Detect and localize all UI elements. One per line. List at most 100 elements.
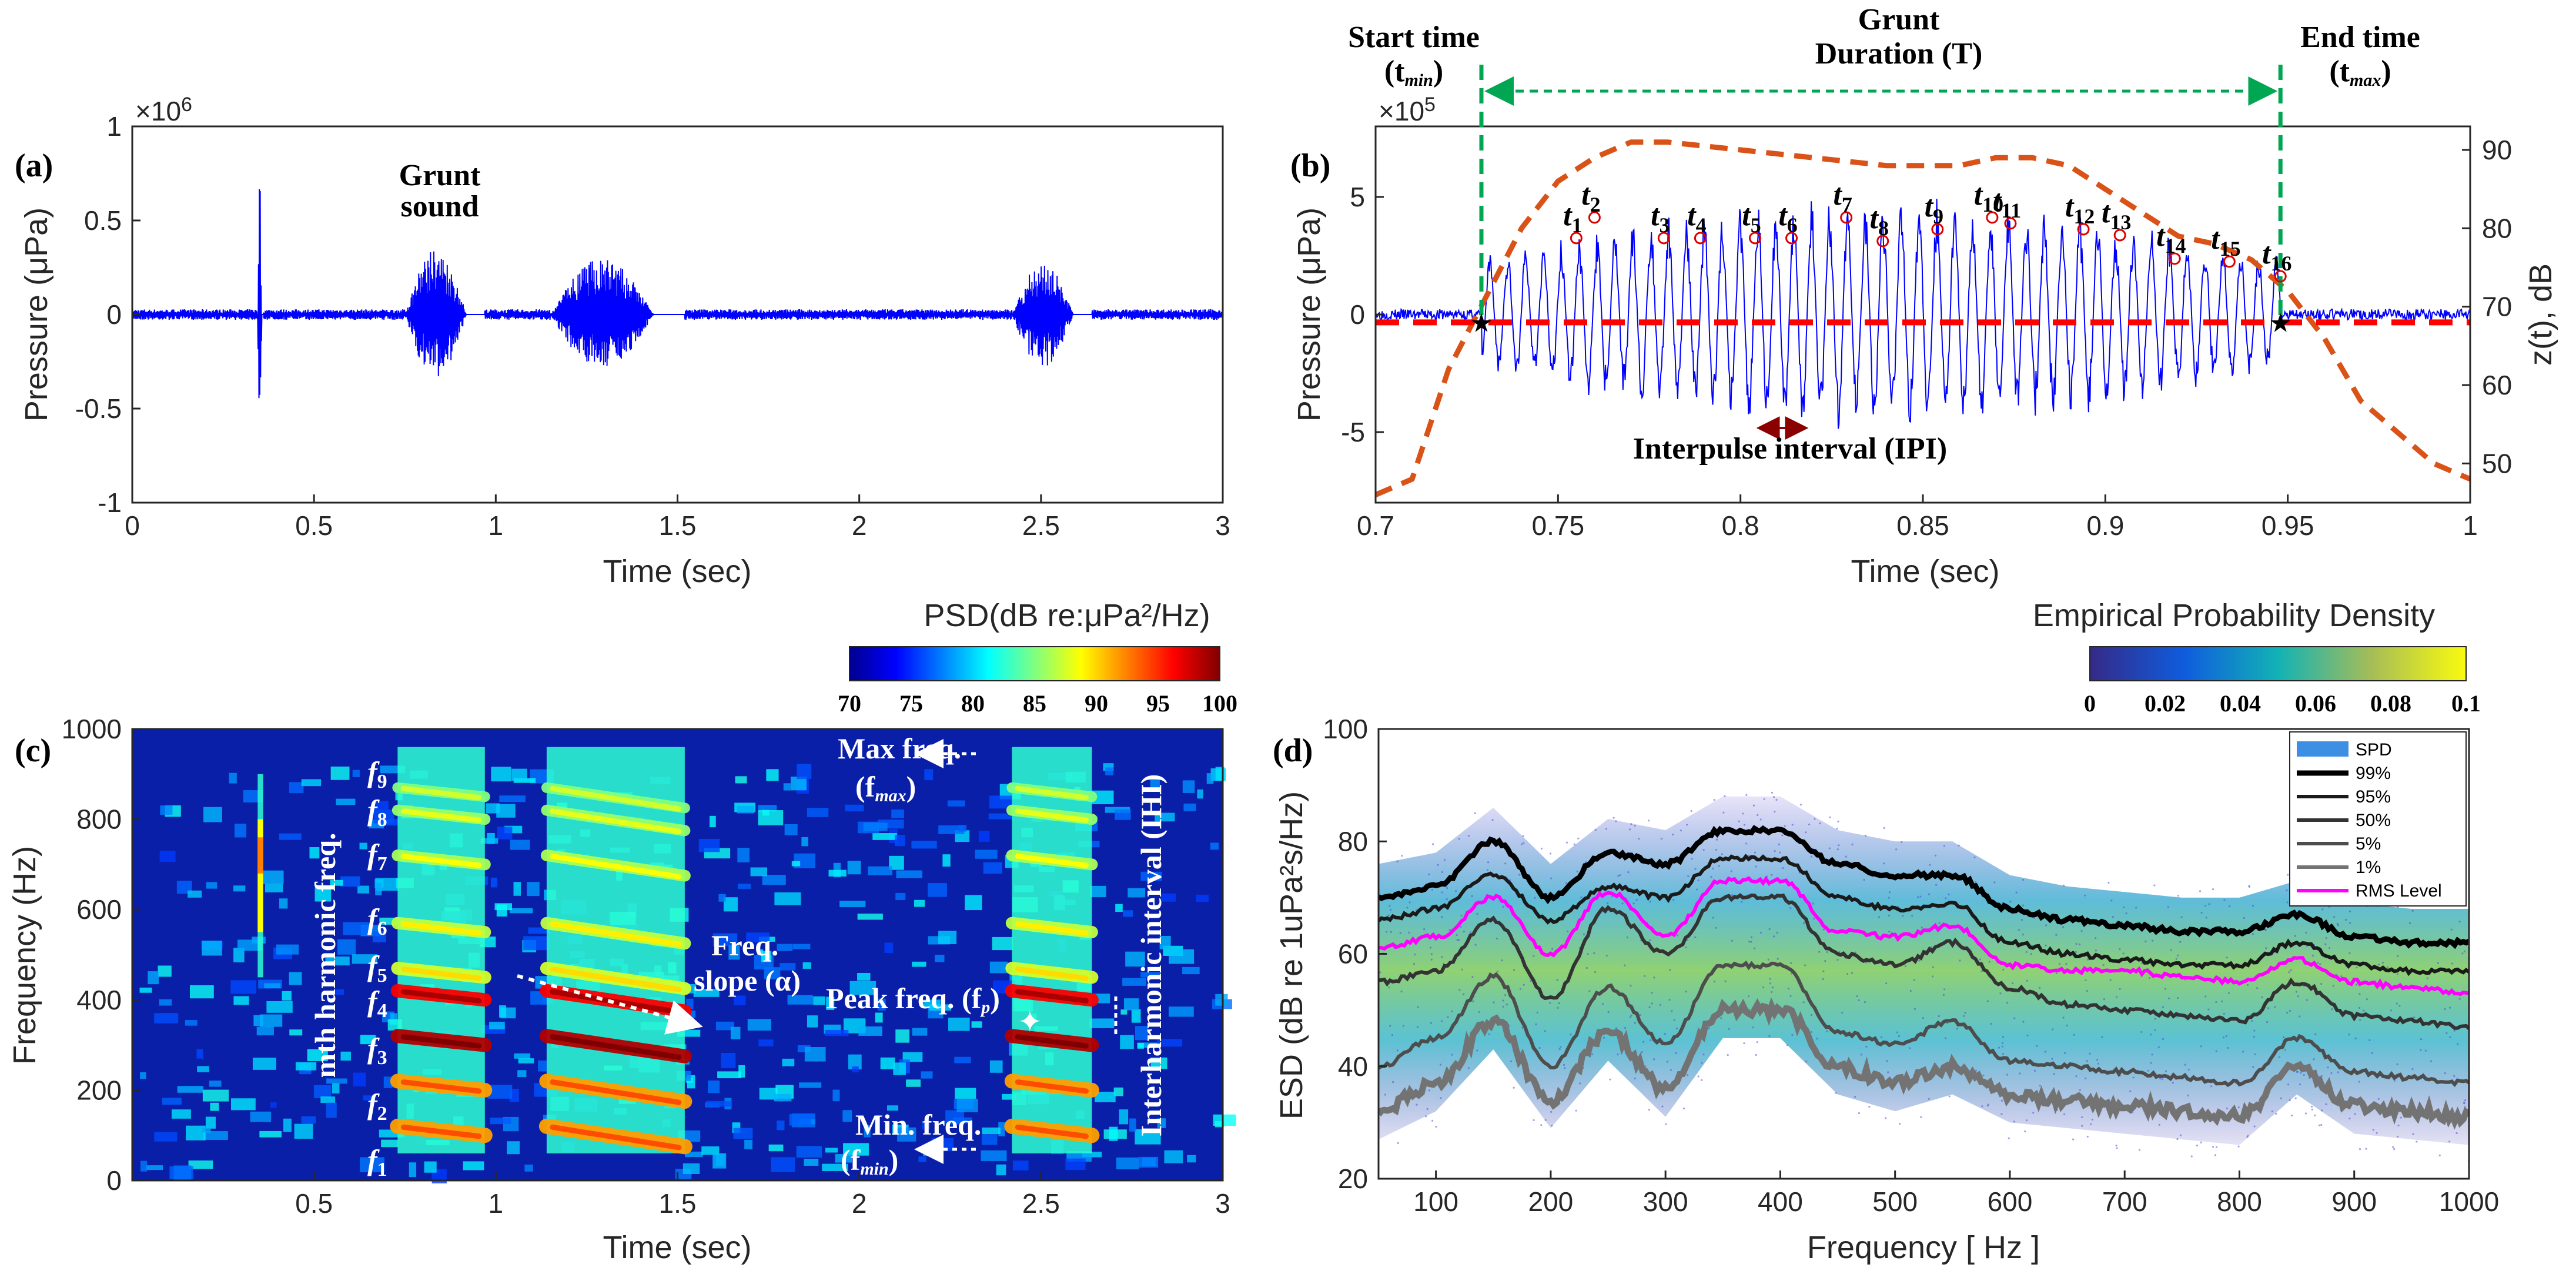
spd-point <box>2300 1072 2302 1074</box>
spd-point <box>2059 963 2061 965</box>
spd-point <box>1675 1052 1678 1054</box>
spectrogram-speckle <box>289 782 304 794</box>
spectrogram-speckle <box>1150 779 1160 788</box>
harmonic-core <box>400 1079 482 1094</box>
spectrogram-speckle <box>383 1076 393 1088</box>
spd-point <box>2162 1006 2164 1008</box>
spectrogram-speckle <box>146 1165 163 1170</box>
pulse-label: t5 <box>1742 199 1761 237</box>
spd-point <box>1791 1034 1794 1036</box>
spd-point <box>1416 1026 1419 1028</box>
spectrogram-speckle <box>538 1060 547 1072</box>
pulse-label: t2 <box>1581 178 1600 216</box>
spectrogram-speckle <box>320 1096 336 1103</box>
spectrogram-speckle <box>981 1134 998 1145</box>
spd-point <box>2393 1148 2396 1150</box>
spd-point <box>1467 835 1470 837</box>
spectrogram-speckle <box>807 1015 818 1028</box>
spd-point <box>1673 1019 1675 1021</box>
spd-point <box>2065 963 2068 965</box>
spectrogram-speckle <box>1105 767 1113 775</box>
spd-point <box>2032 1112 2035 1114</box>
colorbar-tick-label: 90 <box>1085 690 1108 717</box>
spectrogram-speckle <box>307 1049 328 1061</box>
spd-point <box>2167 997 2170 999</box>
y-tick-label-left: 0 <box>1350 299 1365 330</box>
spectrogram-speckle <box>683 1163 700 1175</box>
spd-point <box>1944 1037 1947 1039</box>
spd-point <box>2398 1005 2401 1007</box>
spd-point <box>1718 865 1720 867</box>
spd-point <box>1510 1060 1513 1063</box>
ipi-label: Interpulse interval (IPI) <box>1633 432 1947 466</box>
spd-point <box>1975 1069 1978 1072</box>
spectrogram-speckle <box>1115 809 1131 820</box>
spectrogram-speckle <box>374 801 389 810</box>
spd-point <box>2022 1021 2025 1023</box>
spectrogram-speckle <box>804 1159 819 1166</box>
spd-point <box>2327 1066 2329 1069</box>
spd-point <box>2377 964 2380 966</box>
spectrogram-speckle <box>783 783 791 791</box>
spd-point <box>2247 1135 2249 1137</box>
spectrogram-speckle <box>237 939 263 951</box>
spectrogram-speckle <box>981 1150 1007 1161</box>
peak-freq-label: Peak freq. (fp) <box>826 982 1000 1017</box>
percentile-line <box>1379 893 2469 1030</box>
spd-point <box>2086 989 2088 992</box>
spd-point <box>2112 916 2115 918</box>
spectrogram-speckle <box>510 839 530 850</box>
spd-point <box>1451 1010 1453 1013</box>
spd-point <box>2079 1089 2081 1091</box>
spd-point <box>2408 922 2411 924</box>
pulse-marker <box>1876 235 1889 247</box>
spd-point <box>1501 959 1503 962</box>
spd-point <box>2158 1123 2160 1126</box>
spd-point <box>2365 1148 2367 1150</box>
spectrogram-speckle <box>159 999 172 1006</box>
x-tick-label: 0.9 <box>2086 510 2124 541</box>
spd-point <box>2122 952 2125 955</box>
pulse-label: t8 <box>1870 202 1889 240</box>
spd-point <box>1945 897 1947 899</box>
spd-point <box>1948 1095 1951 1098</box>
spd-point <box>2002 1036 2005 1038</box>
spd-point <box>1624 1026 1627 1029</box>
spd-point <box>1948 893 1950 896</box>
spectrogram-speckle <box>313 1085 332 1099</box>
spectrogram-speckle <box>188 1160 213 1169</box>
spd-point <box>2039 1085 2041 1087</box>
colorbar-tick-label: 0 <box>2084 690 2096 717</box>
spd-point <box>2377 1098 2380 1101</box>
spd-point <box>1474 812 1476 815</box>
spd-point <box>1771 991 1773 993</box>
spd-point <box>2053 1072 2055 1075</box>
spd-point <box>2337 1071 2339 1073</box>
spectrogram-speckle <box>203 807 222 822</box>
spd-point <box>1738 820 1740 822</box>
spd-point <box>2095 949 2097 952</box>
spectrogram-speckle <box>733 1128 753 1139</box>
spectrogram-speckle <box>928 883 947 897</box>
spd-point <box>1846 972 1849 975</box>
spectrogram-speckle <box>230 980 256 994</box>
legend-swatch <box>2297 741 2348 757</box>
pulse-label: t1 <box>1563 199 1582 237</box>
spd-point <box>1750 936 1753 938</box>
spectrogram-speckle <box>1187 1155 1196 1163</box>
spd-point <box>2310 1105 2313 1108</box>
spectrogram-speckle <box>1089 1018 1115 1028</box>
spd-point <box>1767 958 1769 961</box>
spectrogram-speckle <box>712 1153 727 1169</box>
spectrogram-speckle <box>197 1066 209 1072</box>
spd-point <box>2290 969 2292 972</box>
harmonic-core <box>400 1124 482 1139</box>
spd-point <box>2125 912 2127 915</box>
spd-point <box>1959 959 1961 962</box>
spd-point <box>2348 952 2351 954</box>
spd-point <box>2223 1012 2226 1015</box>
spd-point <box>1774 810 1776 813</box>
spd-point <box>1743 824 1746 826</box>
spd-point <box>2110 899 2113 902</box>
spectrogram-speckle <box>1119 1109 1129 1125</box>
